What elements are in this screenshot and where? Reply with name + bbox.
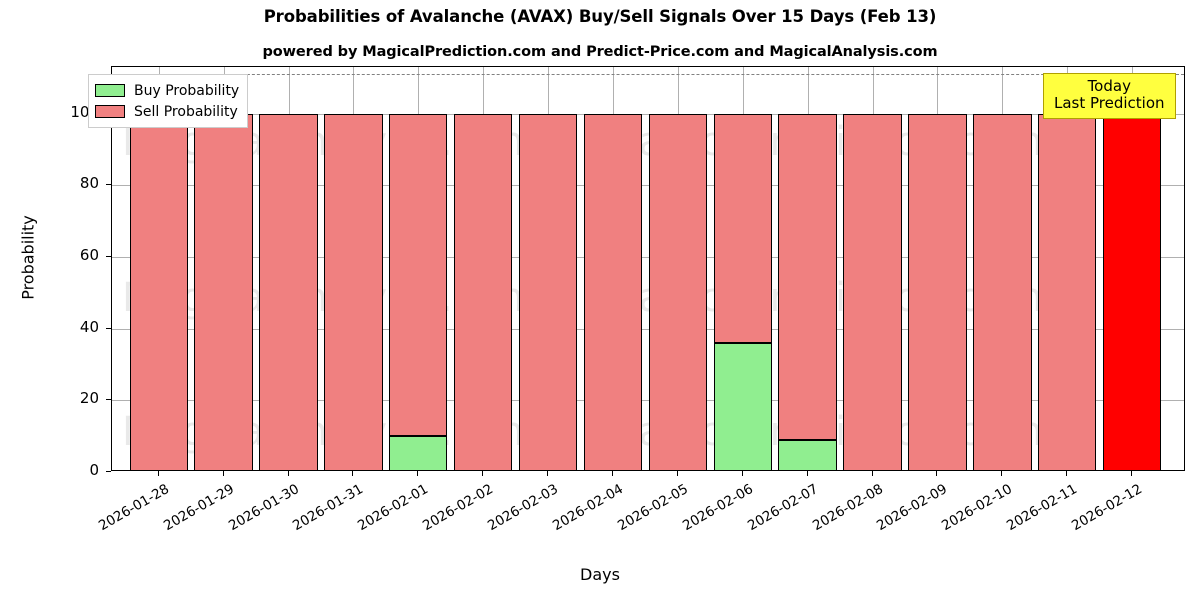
y-tick-label: 0 bbox=[89, 461, 99, 479]
y-tick-label: 40 bbox=[79, 317, 99, 336]
bar-sell-segment[interactable] bbox=[453, 113, 513, 470]
x-tick-mark bbox=[223, 471, 224, 476]
chart-title: Probabilities of Avalanche (AVAX) Buy/Se… bbox=[263, 7, 937, 26]
bar-sell-segment[interactable] bbox=[129, 113, 188, 470]
plot-clip: MagicalAnalysis.comMagicaPrediction.comM… bbox=[112, 67, 1184, 470]
x-tick-mark bbox=[1001, 471, 1002, 476]
bar-sell-segment[interactable] bbox=[648, 113, 708, 470]
bar-sell-segment[interactable] bbox=[259, 113, 318, 470]
bar-sell-segment[interactable] bbox=[324, 113, 383, 470]
y-tick-label: 60 bbox=[79, 245, 99, 264]
y-tick-mark bbox=[106, 255, 111, 257]
today-label-line2: Last Prediction bbox=[1054, 94, 1165, 113]
y-tick-label: 20 bbox=[79, 389, 99, 408]
today-label-line1: Today bbox=[1087, 77, 1131, 95]
legend: Buy Probability Sell Probability bbox=[88, 74, 249, 128]
legend-swatch-icon bbox=[95, 105, 125, 118]
y-tick-label: 100 bbox=[70, 102, 99, 121]
bar-today[interactable] bbox=[1102, 113, 1162, 470]
bar-sell-segment[interactable] bbox=[973, 113, 1032, 470]
x-tick-mark bbox=[1066, 471, 1067, 476]
bar-sell-segment[interactable] bbox=[713, 113, 772, 343]
today-annotation: Today Last Prediction bbox=[1043, 73, 1176, 119]
x-tick-mark bbox=[482, 471, 483, 476]
gridline-horizontal bbox=[112, 113, 1184, 115]
x-tick-mark bbox=[417, 471, 418, 476]
gridline-horizontal bbox=[112, 400, 1184, 402]
x-tick-mark bbox=[807, 471, 808, 476]
gridline-horizontal bbox=[112, 328, 1184, 330]
x-tick-mark bbox=[158, 471, 159, 476]
legend-item[interactable]: Buy Probability bbox=[95, 80, 239, 101]
gridline-horizontal bbox=[112, 185, 1184, 187]
legend-item[interactable]: Sell Probability bbox=[95, 101, 239, 122]
x-tick-mark bbox=[547, 471, 548, 476]
x-tick-mark bbox=[1131, 471, 1132, 476]
y-tick-label: 80 bbox=[79, 174, 99, 193]
y-tick-mark bbox=[106, 327, 111, 329]
x-tick-mark bbox=[288, 471, 289, 476]
bar-sell-segment[interactable] bbox=[194, 113, 253, 470]
y-tick-mark bbox=[106, 471, 111, 472]
bar-sell-segment[interactable] bbox=[843, 113, 902, 470]
x-tick-mark bbox=[872, 471, 873, 476]
bar-buy-segment[interactable] bbox=[713, 342, 772, 470]
bar-buy-segment[interactable] bbox=[778, 439, 837, 470]
legend-swatch-icon bbox=[95, 84, 125, 97]
y-axis-title: Probability bbox=[18, 215, 38, 300]
bar-sell-segment[interactable] bbox=[389, 113, 448, 437]
chart-subtitle: powered by MagicalPrediction.com and Pre… bbox=[262, 44, 938, 60]
legend-label: Buy Probability bbox=[134, 82, 240, 99]
bar-sell-segment[interactable] bbox=[518, 113, 578, 470]
threshold-dashed-line bbox=[112, 74, 1184, 76]
y-tick-mark bbox=[106, 399, 111, 401]
x-tick-mark bbox=[612, 471, 613, 476]
y-tick-mark bbox=[106, 184, 111, 186]
x-tick-mark bbox=[742, 471, 743, 476]
bar-sell-segment[interactable] bbox=[908, 113, 967, 470]
gridline-horizontal bbox=[112, 256, 1184, 258]
bar-sell-segment[interactable] bbox=[778, 113, 837, 440]
plot-area: MagicalAnalysis.comMagicaPrediction.comM… bbox=[111, 66, 1185, 471]
bar-buy-segment[interactable] bbox=[389, 436, 448, 470]
legend-label: Sell Probability bbox=[134, 103, 238, 120]
bar-sell-segment[interactable] bbox=[1038, 113, 1097, 470]
bar-sell-segment[interactable] bbox=[583, 113, 643, 470]
x-axis-title: Days bbox=[580, 565, 620, 584]
x-tick-mark bbox=[936, 471, 937, 476]
x-tick-mark bbox=[352, 471, 353, 476]
x-tick-mark bbox=[677, 471, 678, 476]
